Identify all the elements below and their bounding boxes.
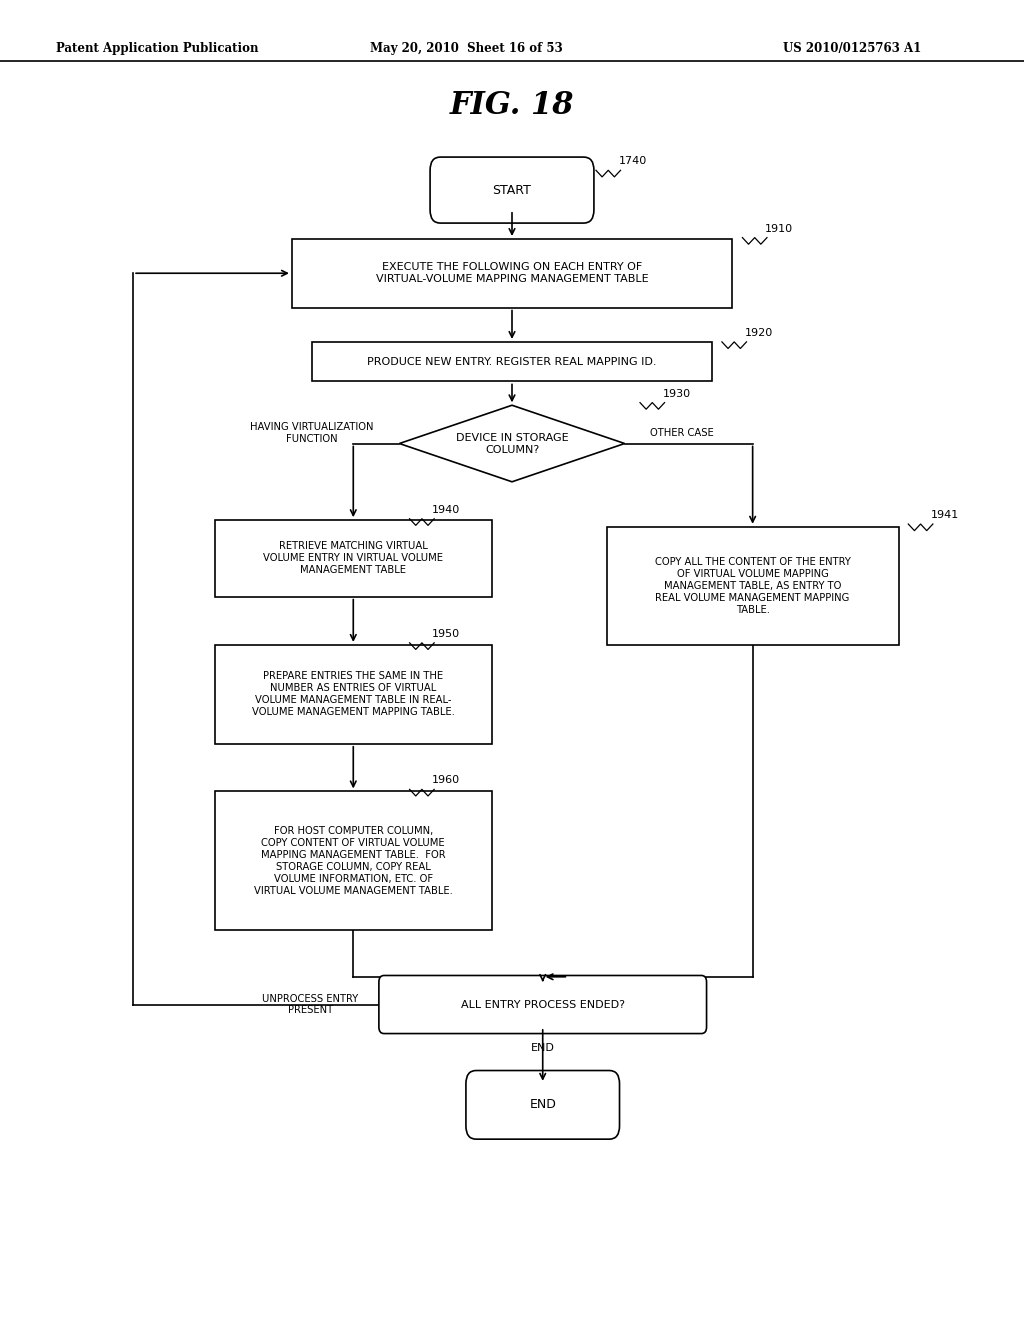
Text: Patent Application Publication: Patent Application Publication	[56, 42, 259, 55]
Text: END: END	[530, 1043, 555, 1053]
FancyBboxPatch shape	[430, 157, 594, 223]
Bar	[215, 520, 492, 597]
Text: START: START	[493, 183, 531, 197]
FancyBboxPatch shape	[379, 975, 707, 1034]
Text: 1740: 1740	[618, 156, 647, 166]
Text: EXECUTE THE FOLLOWING ON EACH ENTRY OF
VIRTUAL-VOLUME MAPPING MANAGEMENT TABLE: EXECUTE THE FOLLOWING ON EACH ENTRY OF V…	[376, 263, 648, 284]
Text: 1910: 1910	[765, 223, 793, 234]
Text: PREPARE ENTRIES THE SAME IN THE
NUMBER AS ENTRIES OF VIRTUAL
VOLUME MANAGEMENT T: PREPARE ENTRIES THE SAME IN THE NUMBER A…	[252, 672, 455, 717]
Text: DEVICE IN STORAGE
COLUMN?: DEVICE IN STORAGE COLUMN?	[456, 433, 568, 454]
Text: HAVING VIRTUALIZATION
FUNCTION: HAVING VIRTUALIZATION FUNCTION	[250, 422, 374, 444]
Text: 1930: 1930	[663, 388, 690, 399]
Text: 1941: 1941	[931, 510, 959, 520]
Text: ALL ENTRY PROCESS ENDED?: ALL ENTRY PROCESS ENDED?	[461, 999, 625, 1010]
Text: END: END	[529, 1098, 556, 1111]
Text: 1950: 1950	[432, 628, 460, 639]
Polygon shape	[399, 405, 625, 482]
Bar	[312, 342, 712, 381]
FancyBboxPatch shape	[466, 1071, 620, 1139]
Text: FIG. 18: FIG. 18	[450, 90, 574, 121]
Bar	[215, 645, 492, 744]
Text: OTHER CASE: OTHER CASE	[650, 428, 714, 438]
Text: RETRIEVE MATCHING VIRTUAL
VOLUME ENTRY IN VIRTUAL VOLUME
MANAGEMENT TABLE: RETRIEVE MATCHING VIRTUAL VOLUME ENTRY I…	[263, 541, 443, 576]
Bar	[292, 239, 732, 308]
Text: US 2010/0125763 A1: US 2010/0125763 A1	[783, 42, 922, 55]
Text: FOR HOST COMPUTER COLUMN,
COPY CONTENT OF VIRTUAL VOLUME
MAPPING MANAGEMENT TABL: FOR HOST COMPUTER COLUMN, COPY CONTENT O…	[254, 825, 453, 896]
Text: 1940: 1940	[432, 504, 461, 515]
Text: UNPROCESS ENTRY
PRESENT: UNPROCESS ENTRY PRESENT	[262, 994, 358, 1015]
Text: 1920: 1920	[744, 327, 773, 338]
Bar	[215, 792, 492, 929]
Text: PRODUCE NEW ENTRY. REGISTER REAL MAPPING ID.: PRODUCE NEW ENTRY. REGISTER REAL MAPPING…	[368, 356, 656, 367]
Text: May 20, 2010  Sheet 16 of 53: May 20, 2010 Sheet 16 of 53	[370, 42, 562, 55]
Bar	[606, 527, 899, 645]
Text: 1960: 1960	[432, 775, 460, 785]
Text: COPY ALL THE CONTENT OF THE ENTRY
OF VIRTUAL VOLUME MAPPING
MANAGEMENT TABLE, AS: COPY ALL THE CONTENT OF THE ENTRY OF VIR…	[654, 557, 851, 615]
